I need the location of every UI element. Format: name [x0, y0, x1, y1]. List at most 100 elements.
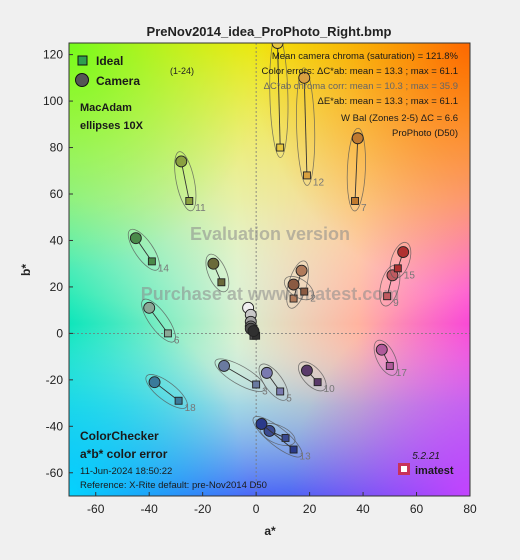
patch-markers: 2 3 5 6 7 9 10 11 12 13 14 15 17 18 — [127, 43, 415, 463]
macadam-ellipse — [145, 374, 188, 409]
patch-13: 13 — [252, 416, 311, 463]
macadam-ellipse — [296, 67, 316, 186]
stats-white-balance: W Bal (Zones 2-5) ΔC = 6.6 — [341, 113, 458, 124]
x-tick-label: 20 — [303, 502, 317, 516]
footer-block: ColorChecker a*b* color error 11-Jun-202… — [80, 429, 454, 491]
stats-chroma-corr: ΔC*ab chroma corr: mean = 10.3 ; max = 3… — [264, 81, 458, 92]
watermark-evaluation: Evaluation version — [190, 224, 350, 244]
error-vector — [303, 77, 308, 176]
patch-number-label: 3 — [262, 386, 268, 397]
macadam-ellipse — [389, 241, 412, 279]
stats-color-errors: Color errors: ΔC*ab: mean = 13.3 ; max =… — [262, 66, 458, 77]
patch-number-label: 5 — [286, 393, 292, 404]
x-tick-label: -40 — [141, 502, 159, 516]
camera-marker — [397, 246, 410, 259]
camera-marker — [300, 364, 313, 377]
error-vector — [277, 43, 281, 148]
ideal-marker — [163, 329, 172, 338]
x-tick-label: 60 — [410, 502, 424, 516]
macadam-ellipse — [252, 416, 303, 458]
error-vector — [223, 365, 257, 385]
camera-marker — [351, 132, 364, 145]
footer-date: 11-Jun-2024 18:50:22 — [80, 466, 172, 477]
zero-axis-lines — [69, 43, 470, 496]
camera-marker — [375, 343, 388, 356]
camera-marker — [295, 264, 308, 277]
camera-marker — [129, 232, 142, 245]
camera-marker — [271, 43, 284, 49]
error-vector — [180, 161, 190, 202]
ideal-marker — [385, 361, 394, 370]
x-tick-label: -20 — [194, 502, 212, 516]
patch-17: 17 — [373, 339, 408, 379]
x-tick-label: 40 — [356, 502, 370, 516]
footer-ab-color-error: a*b* color error — [80, 447, 168, 461]
macadam-ellipse — [298, 361, 327, 392]
patch-2: 2 — [283, 275, 316, 305]
ideal-marker — [289, 294, 298, 303]
patch-number-label: 17 — [396, 368, 408, 379]
macadam-ellipse — [258, 363, 289, 401]
patch-5: 5 — [258, 363, 292, 404]
plot-frame — [68, 42, 471, 497]
macadam-ellipse — [141, 298, 176, 343]
legend-ideal-label: Ideal — [96, 54, 123, 68]
y-tick-label: 60 — [50, 187, 64, 201]
ideal-marker — [276, 143, 285, 152]
y-tick-label: -60 — [46, 466, 64, 480]
ideal-marker — [147, 257, 156, 266]
ideal-marker — [276, 387, 285, 396]
y-tick-label: 100 — [43, 94, 63, 108]
ideal-marker — [185, 197, 194, 205]
patch-number-label: 7 — [361, 203, 367, 214]
patch-number-label: 12 — [313, 177, 325, 188]
y-tick-label: -40 — [46, 419, 64, 433]
y-tick-label: 80 — [50, 141, 64, 155]
patch-18: 18 — [145, 374, 197, 414]
legend-note-line1: MacAdam — [80, 102, 132, 114]
macadam-ellipse — [346, 127, 366, 212]
legend-camera-label: Camera — [96, 74, 140, 88]
ideal-marker — [300, 287, 309, 296]
footer-reference: Reference: X-Rite default: pre-Nov2014 D… — [80, 480, 267, 491]
patch-1 — [286, 260, 309, 309]
patch-number-label: 18 — [185, 403, 197, 414]
camera-marker — [148, 376, 161, 389]
imatest-logo-icon — [398, 463, 410, 475]
patch-10: 10 — [298, 361, 335, 395]
patch-15: 15 — [389, 241, 415, 281]
y-tick-label: 40 — [50, 233, 64, 247]
macadam-ellipse — [174, 151, 197, 212]
camera-marker — [260, 366, 273, 379]
y-tick-label: 120 — [43, 48, 63, 62]
patch-14: 14 — [127, 228, 169, 274]
patch-7: 7 — [346, 127, 367, 214]
camera-marker — [255, 418, 268, 430]
ideal-marker — [351, 197, 359, 205]
legend: Ideal Camera (1-24) MacAdam ellipses 10X — [75, 54, 194, 132]
footer-version: 5.2.21 — [412, 451, 440, 462]
stats-delta-e: ΔE*ab: mean = 13.3 ; max = 61.1 — [318, 96, 459, 107]
stats-block: Mean camera chroma (saturation) = 121.8%… — [262, 51, 459, 139]
camera-marker — [218, 359, 231, 372]
ideal-marker — [383, 292, 392, 301]
ideal-marker — [281, 433, 290, 442]
stats-color-space: ProPhoto (D50) — [392, 128, 458, 139]
patch-number-label: 9 — [393, 298, 399, 309]
patch-4 — [205, 253, 230, 293]
y-axis-label: b* — [19, 264, 33, 276]
footer-colorchecker: ColorChecker — [80, 429, 159, 443]
x-tick-label: 80 — [463, 502, 477, 516]
stats-mean-chroma: Mean camera chroma (saturation) = 121.8% — [272, 51, 459, 62]
legend-note-line2: ellipses 10X — [80, 120, 144, 132]
patch-16 — [269, 43, 289, 158]
macadam-ellipse — [373, 339, 398, 376]
x-tick-label: -60 — [87, 502, 105, 516]
camera-marker — [287, 278, 300, 291]
camera-marker — [298, 71, 311, 84]
camera-marker — [207, 257, 220, 270]
y-tick-label: -20 — [46, 373, 64, 387]
chart-title: PreNov2014_idea_ProPhoto_Right.bmp — [147, 24, 392, 39]
patch-24 — [247, 325, 261, 340]
